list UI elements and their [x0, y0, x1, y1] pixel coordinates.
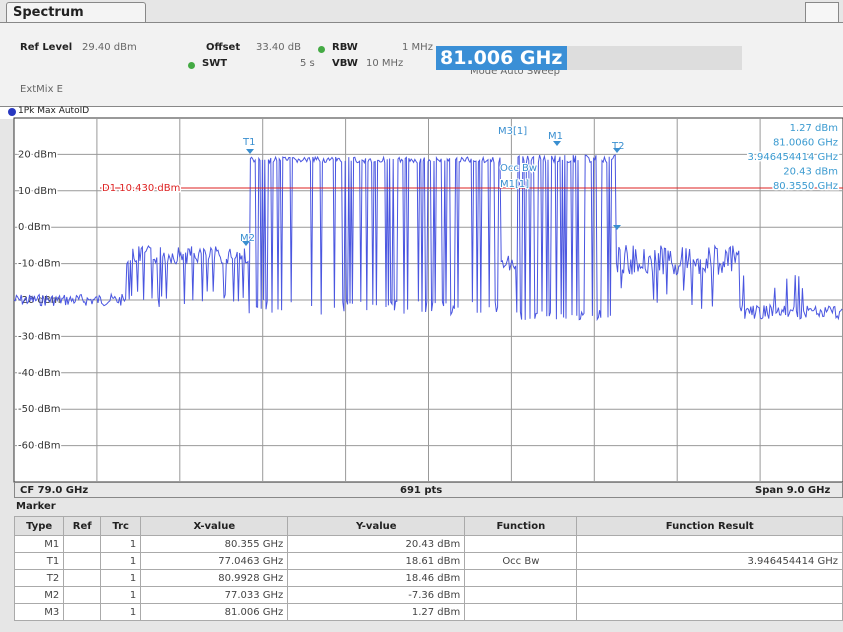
marker-label: M1: [548, 131, 563, 142]
y-axis-label: -30 dBm: [18, 331, 60, 342]
cell: 18.46 dBm: [287, 569, 466, 587]
cell: 1: [100, 535, 142, 553]
y-axis-label: -20 dBm: [18, 295, 60, 306]
trace: [13, 154, 843, 322]
cell: 1.27 dBm: [287, 603, 466, 621]
cell: 20.43 dBm: [287, 535, 466, 553]
marker-label: T1: [242, 137, 255, 148]
cell: 1: [100, 586, 142, 604]
y-axis-label: -60 dBm: [18, 441, 60, 452]
label: VBW: [332, 58, 358, 69]
cell: [63, 535, 102, 553]
cell: 18.61 dBm: [287, 552, 466, 570]
cell: [464, 586, 578, 604]
marker-table: Type Ref Trc X-value Y-value Function Function…: [13, 516, 843, 621]
cell: [576, 535, 843, 553]
cell: T1: [13, 552, 65, 570]
readout: 80.3550 GHz: [773, 181, 838, 192]
column-header: Trc: [100, 516, 142, 536]
cell: 77.0463 GHz: [140, 552, 289, 570]
cell: M3: [13, 603, 65, 621]
column-header: Type: [13, 516, 65, 536]
cell: [63, 552, 102, 570]
readout: 20.43 dBm: [783, 167, 838, 178]
trace-label: 1Pk Max AutoID: [18, 106, 90, 116]
footer-center: CF 79.0 GHz: [20, 485, 89, 496]
marker-label: M3[1]: [498, 126, 527, 137]
cell: [63, 569, 102, 587]
footer-span: Span 9.0 GHz: [755, 485, 831, 496]
y-axis-label: -40 dBm: [18, 368, 60, 379]
value: 29.40 dBm: [82, 42, 137, 53]
value: 1 MHz: [402, 42, 433, 53]
cell: M1: [13, 535, 65, 553]
readout: 1.27 dBm: [790, 123, 838, 134]
column-header: X-value: [140, 516, 289, 536]
marker-symbol: [246, 149, 254, 154]
column-header: Function Result: [576, 516, 843, 536]
cell: M2: [13, 586, 65, 604]
cell: [63, 603, 102, 621]
readout: 81.0060 GHz: [773, 138, 838, 149]
marker-symbol: [613, 148, 621, 153]
y-axis-label: -50 dBm: [18, 404, 60, 415]
frequency-text: 81.006 GHz: [436, 46, 567, 70]
cell: T2: [13, 569, 65, 587]
value: ExtMix E: [20, 84, 63, 95]
trace-bar: [0, 106, 843, 119]
y-axis-label: -10 dBm: [18, 259, 60, 270]
cell: [464, 569, 578, 587]
marker-label: Occ Bw: [500, 163, 537, 174]
marker-symbol: [613, 225, 621, 230]
cell: [464, 603, 578, 621]
marker-label: T2: [611, 141, 624, 152]
tab[interactable]: Spectrum: [6, 2, 146, 22]
column-header: Function: [464, 516, 578, 536]
cell: [63, 586, 102, 604]
label: Ref Level: [20, 42, 73, 53]
marker-symbol: [242, 241, 250, 246]
cell: 80.355 GHz: [140, 535, 289, 553]
value: 33.40 dB: [256, 42, 302, 53]
cell: [576, 586, 843, 604]
column-header: Ref: [63, 516, 102, 536]
cell: Occ Bw: [464, 552, 578, 570]
label: Offset: [206, 42, 241, 53]
value: 10 MHz: [366, 58, 404, 69]
cell: 3.946454414 GHz: [576, 552, 843, 570]
cell: [576, 603, 843, 621]
cell: 80.9928 GHz: [140, 569, 289, 587]
cell: [576, 569, 843, 587]
column-header: Y-value: [287, 516, 466, 536]
display-line-label: D1 10.430 dBm: [102, 183, 180, 194]
label: SWT: [202, 58, 228, 69]
cell: [464, 535, 578, 553]
cell: 1: [100, 552, 142, 570]
marker-symbol: [553, 141, 561, 146]
frequency-entry[interactable]: 81.006 GHz: [436, 46, 742, 70]
y-axis-label: 0 dBm: [18, 222, 51, 233]
footer-points: 691 pts: [400, 485, 443, 496]
y-axis-label: 10 dBm: [18, 186, 57, 197]
value: 5 s: [300, 58, 315, 69]
y-axis-label: 20 dBm: [18, 149, 57, 160]
cell: 81.006 GHz: [140, 603, 289, 621]
cell: 77.033 GHz: [140, 586, 289, 604]
cell: 1: [100, 603, 142, 621]
cell: -7.36 dBm: [287, 586, 466, 604]
value: Mode Auto Sweep: [470, 66, 560, 77]
table-title: Marker: [16, 501, 56, 512]
marker-label: M1[1]: [500, 179, 529, 190]
readout: 3.946454414 GHz: [748, 152, 839, 163]
label: RBW: [332, 42, 358, 53]
cell: 1: [100, 569, 142, 587]
